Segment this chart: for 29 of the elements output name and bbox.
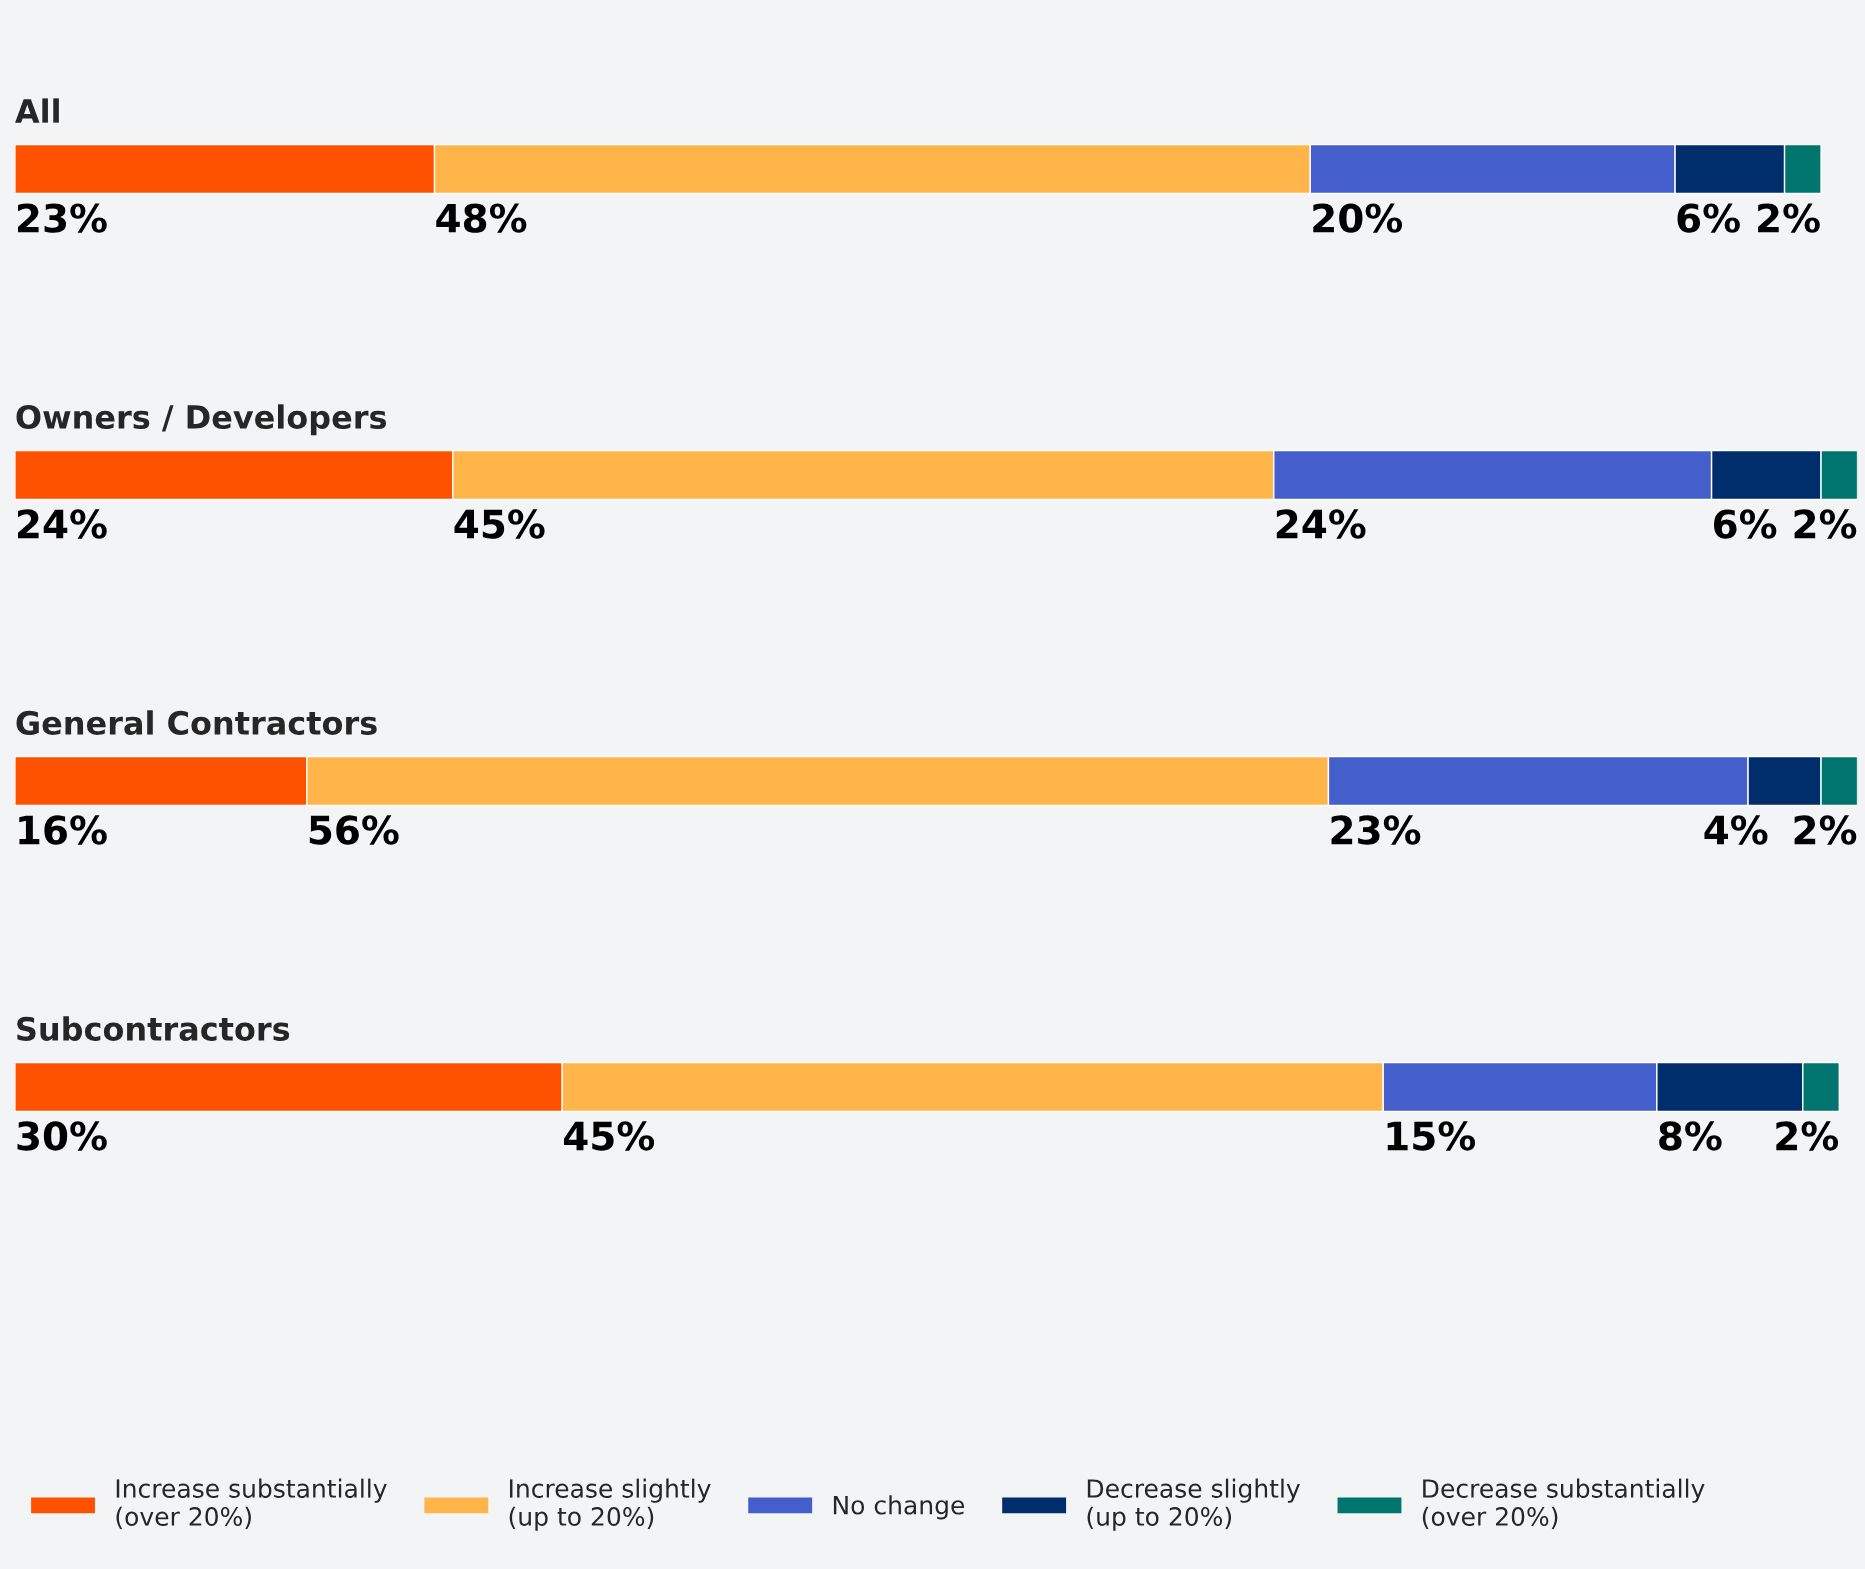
data-label: 48% (436, 203, 527, 233)
data-label: 45% (563, 1121, 655, 1151)
data-label: 2% (1794, 509, 1857, 539)
data-label: 2% (1794, 815, 1857, 845)
data-label: 23% (17, 203, 107, 233)
y-tick-label: General Contractors (16, 710, 377, 736)
data-label: 23% (1331, 815, 1421, 845)
data-label: 4% (1704, 815, 1768, 845)
data-label: 2% (1776, 1121, 1839, 1151)
y-tick-label: Subcontractors (17, 1016, 290, 1041)
legend-label: Increase substantially (over 20%) (116, 1478, 387, 1529)
legend-label: Decrease substantially (over 20%) (1422, 1478, 1705, 1529)
data-label: 30% (17, 1121, 107, 1151)
data-label: 16% (19, 815, 107, 845)
data-label: 6% (1714, 509, 1777, 539)
legend-label: Decrease slightly (up to 20%) (1087, 1478, 1300, 1531)
data-label: 15% (1387, 1121, 1476, 1151)
y-tick-label: All (15, 98, 59, 123)
data-label: 2% (1758, 203, 1820, 233)
data-label: 24% (1276, 509, 1366, 539)
legend-label: No change (833, 1495, 965, 1520)
data-label: 20% (1313, 203, 1403, 233)
legend-label: Increase slightly (up to 20%) (509, 1478, 711, 1531)
y-tick-label: Owners / Developers (16, 404, 387, 436)
data-label: 6% (1677, 203, 1740, 233)
data-label: 8% (1659, 1121, 1722, 1151)
data-label: 45% (454, 509, 545, 539)
data-label: 24% (17, 509, 107, 539)
data-label: 56% (309, 815, 399, 845)
